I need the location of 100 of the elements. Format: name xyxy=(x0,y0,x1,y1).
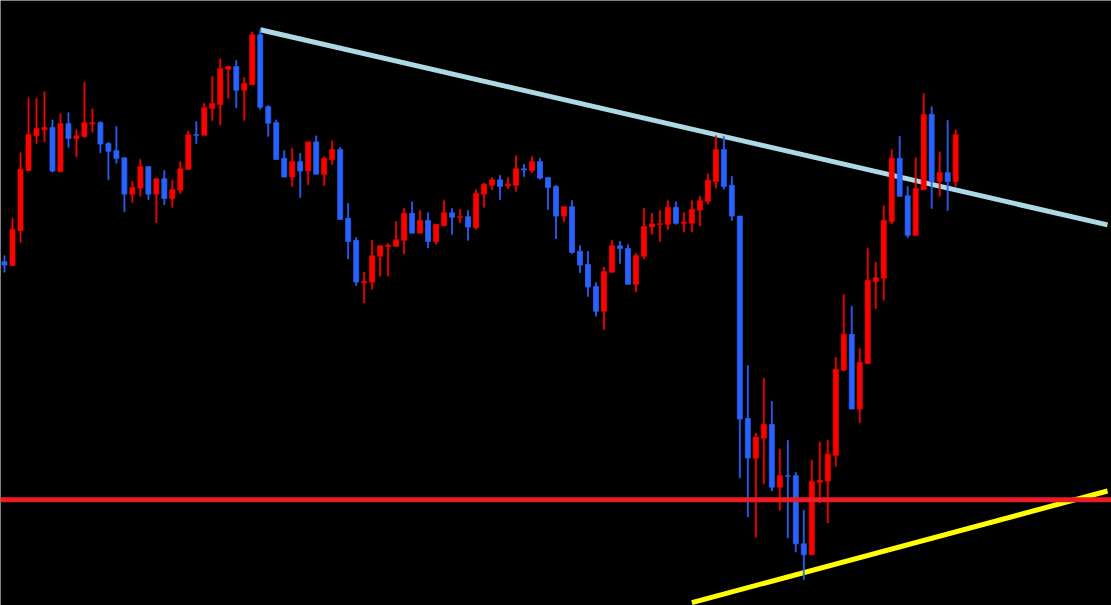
candlestick xyxy=(689,200,695,233)
candlestick xyxy=(720,135,727,190)
candlestick xyxy=(465,210,471,241)
candlestick xyxy=(553,184,559,240)
candlestick xyxy=(177,161,184,194)
candlestick xyxy=(361,271,368,304)
candlestick xyxy=(880,205,887,301)
candlestick xyxy=(57,113,64,172)
candlestick xyxy=(401,208,408,255)
candlestick xyxy=(657,210,663,242)
candlestick xyxy=(673,201,679,225)
candlestick xyxy=(744,365,751,518)
candlestick xyxy=(233,60,240,109)
candlestick xyxy=(241,77,248,121)
candlestick xyxy=(273,119,280,160)
candlestick xyxy=(137,159,144,197)
candlestick xyxy=(201,103,208,136)
candlestick xyxy=(385,243,392,277)
candlestick xyxy=(129,181,136,203)
candlestick xyxy=(153,178,160,224)
candlestick xyxy=(505,177,511,190)
candlestick xyxy=(920,93,927,191)
candlestick xyxy=(912,157,919,236)
candlestick xyxy=(928,106,935,209)
candlestick xyxy=(185,130,192,170)
candlestick xyxy=(121,157,128,213)
candlestick xyxy=(888,149,895,225)
candlestick xyxy=(649,212,655,235)
candlestick xyxy=(409,201,416,234)
candlestick xyxy=(904,186,911,238)
candlestick xyxy=(209,76,216,121)
candlestick xyxy=(633,253,639,293)
candlestick xyxy=(353,237,360,286)
candlestick xyxy=(193,121,200,144)
candlestick xyxy=(792,471,799,553)
candlestick xyxy=(497,175,503,201)
candlestick xyxy=(225,66,232,99)
candlestick xyxy=(417,210,423,234)
candlestick xyxy=(561,206,567,223)
candlestick xyxy=(289,148,296,187)
candlestick xyxy=(265,105,272,137)
candlestick xyxy=(249,31,256,86)
candlestick xyxy=(840,294,847,372)
candlestick xyxy=(393,221,400,247)
candlestick xyxy=(489,177,495,191)
candlestick xyxy=(952,129,959,187)
candlestick xyxy=(784,440,791,539)
candlestick xyxy=(696,195,703,227)
candlestick xyxy=(936,151,943,197)
candlestick xyxy=(313,135,320,175)
candlestick xyxy=(617,241,623,264)
candlestick xyxy=(345,203,352,260)
candlestick xyxy=(776,448,783,511)
candlestick xyxy=(593,282,599,317)
candlestick xyxy=(800,509,807,580)
candlestick xyxy=(768,401,775,492)
candlestick xyxy=(712,135,719,189)
candlestick xyxy=(585,250,591,297)
candlestick xyxy=(808,459,815,556)
candlestick xyxy=(681,212,687,232)
candlestick xyxy=(449,208,455,235)
candlestick xyxy=(297,153,304,198)
candlestick xyxy=(441,200,447,227)
candlestick xyxy=(65,112,72,148)
candlestick xyxy=(609,239,615,273)
candlestick xyxy=(49,119,56,173)
candlestick xyxy=(513,155,519,192)
candlestick xyxy=(944,120,951,212)
candlestick xyxy=(377,245,384,277)
candlestick xyxy=(481,182,487,208)
candlestick xyxy=(457,209,463,224)
candlestick xyxy=(217,58,224,126)
candlestick xyxy=(577,245,583,274)
candlestick xyxy=(337,146,344,220)
candlestick xyxy=(856,348,863,424)
candlestick xyxy=(864,248,871,364)
candlestick xyxy=(736,215,743,479)
candlestick xyxy=(728,176,735,221)
candlestick xyxy=(848,305,855,410)
candlestick xyxy=(752,432,759,538)
candlestick xyxy=(824,440,831,524)
candlestick xyxy=(625,244,631,285)
candlestick xyxy=(473,189,479,230)
candlestick xyxy=(816,441,823,504)
candlestick xyxy=(896,135,903,197)
candlestick xyxy=(537,157,543,180)
candlestick xyxy=(1,255,8,273)
candlestick xyxy=(369,239,376,290)
candlestick xyxy=(832,357,839,467)
candlestick xyxy=(641,208,647,260)
candlestick xyxy=(161,170,168,205)
candlestick xyxy=(257,29,264,110)
candlestick xyxy=(872,261,879,309)
candlestick xyxy=(321,156,328,186)
candlestick xyxy=(601,266,607,330)
candlestick xyxy=(704,173,711,205)
candlestick xyxy=(145,166,152,201)
candlestick xyxy=(569,200,575,254)
candlestick xyxy=(281,150,288,178)
candlestick xyxy=(433,223,439,245)
